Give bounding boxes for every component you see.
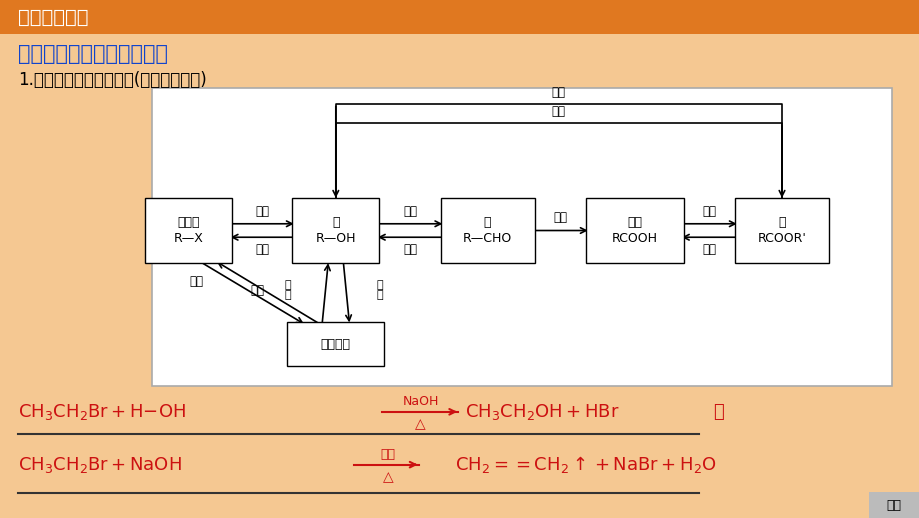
Text: 羧酸
RCOOH: 羧酸 RCOOH — [611, 216, 657, 245]
Text: $\mathregular{CH_2{=}{=}CH_2{\uparrow}+NaBr+H_2O}$: $\mathregular{CH_2{=}{=}CH_2{\uparrow}+N… — [455, 454, 716, 475]
Text: 酯化: 酯化 — [551, 105, 565, 119]
Text: ；: ； — [712, 403, 723, 421]
FancyBboxPatch shape — [734, 198, 828, 263]
Text: $\mathregular{CH_3CH_2OH+HBr}$: $\mathregular{CH_3CH_2OH+HBr}$ — [464, 402, 618, 422]
Text: 加
成: 加 成 — [284, 280, 291, 300]
FancyBboxPatch shape — [868, 492, 919, 518]
Text: $\mathregular{CH_3CH_2Br+NaOH}$: $\mathregular{CH_3CH_2Br+NaOH}$ — [18, 455, 182, 474]
FancyBboxPatch shape — [440, 198, 534, 263]
Text: 酯
RCOOR': 酯 RCOOR' — [756, 216, 806, 245]
FancyBboxPatch shape — [152, 88, 891, 386]
Text: 醇
R—OH: 醇 R—OH — [315, 216, 356, 245]
Text: 还原: 还原 — [403, 242, 416, 256]
Text: 乙醇: 乙醇 — [380, 448, 395, 462]
Text: △: △ — [382, 470, 393, 484]
FancyBboxPatch shape — [292, 198, 380, 263]
Text: 常见有机物之间的相互转化: 常见有机物之间的相互转化 — [18, 45, 168, 64]
Text: 水解: 水解 — [701, 242, 716, 256]
Text: 氧化: 氧化 — [403, 205, 416, 219]
Text: 消
去: 消 去 — [376, 280, 383, 300]
Text: $\mathregular{CH_3CH_2Br+H{-}OH}$: $\mathregular{CH_3CH_2Br+H{-}OH}$ — [18, 402, 187, 422]
Text: 不饱和烃: 不饱和烃 — [321, 338, 350, 351]
FancyBboxPatch shape — [144, 198, 232, 263]
FancyBboxPatch shape — [585, 198, 684, 263]
Text: 醛
R—CHO: 醛 R—CHO — [462, 216, 512, 245]
Text: 水解: 水解 — [551, 85, 565, 99]
Text: 酯化: 酯化 — [701, 205, 716, 219]
FancyBboxPatch shape — [287, 322, 384, 367]
Text: 取代: 取代 — [255, 242, 269, 256]
Text: 基础知识导学: 基础知识导学 — [18, 8, 89, 26]
Text: 加成: 加成 — [188, 275, 203, 288]
FancyBboxPatch shape — [0, 0, 919, 34]
Text: NaOH: NaOH — [402, 395, 438, 409]
Text: 水解: 水解 — [255, 205, 269, 219]
Text: 1.写出对应的化学方程式(以溴乙烷为例): 1.写出对应的化学方程式(以溴乙烷为例) — [18, 71, 207, 89]
Text: △: △ — [414, 417, 425, 431]
Text: 消去: 消去 — [250, 284, 265, 297]
Text: 卤代烃
R—X: 卤代烃 R—X — [174, 216, 203, 245]
Text: 答案: 答案 — [886, 498, 901, 512]
Text: 氧化: 氧化 — [552, 211, 567, 224]
